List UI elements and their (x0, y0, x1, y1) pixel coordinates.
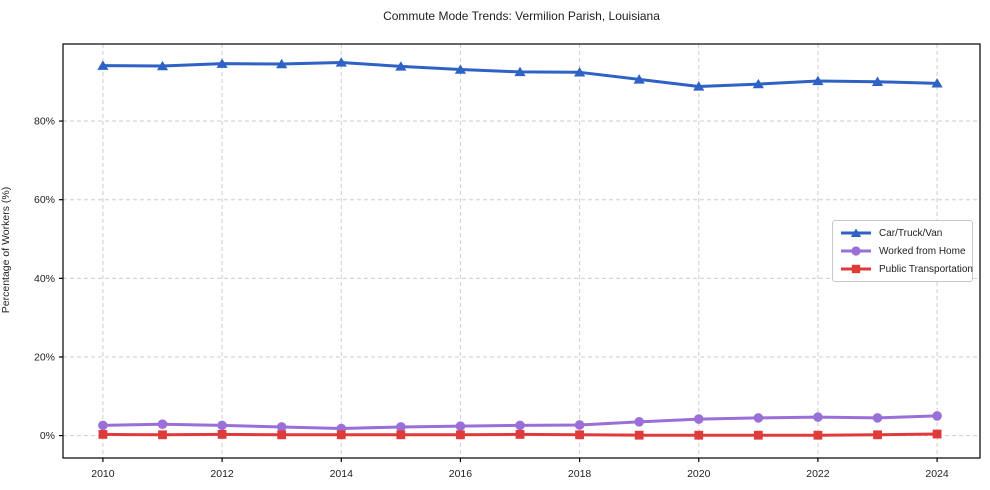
series-line-car-truck-van-marker (454, 64, 467, 74)
series-line-worked-from-home-marker (157, 419, 168, 429)
legend-swatch-car-truck-van (841, 228, 871, 237)
y-tick-label: 40% (34, 273, 55, 285)
series-line-car-truck-van-marker (812, 75, 824, 86)
series-line-public-transportation-marker (932, 429, 942, 439)
series-line-public-transportation-marker (575, 430, 584, 440)
series-line-car-truck-van-marker (276, 58, 288, 69)
series-line-worked-from-home-marker (455, 421, 466, 431)
series-line-worked-from-home-marker (693, 414, 704, 424)
chart-title: Commute Mode Trends: Vermilion Parish, L… (383, 9, 660, 23)
series-line-worked-from-home-marker (515, 420, 525, 431)
series-line-worked-from-home-marker (574, 420, 585, 430)
series-line-public-transportation-marker (98, 430, 108, 439)
x-tick-label: 2018 (568, 468, 592, 480)
series-line-public-transportation-marker (217, 430, 227, 439)
series-line-car-truck-van-marker (871, 76, 884, 86)
x-tick-label: 2020 (687, 468, 711, 480)
series-line-public-transportation-marker (515, 430, 525, 439)
series-line-worked-from-home-marker (396, 422, 406, 432)
x-tick-label: 2010 (91, 468, 115, 480)
series-line-worked-from-home-marker (276, 422, 287, 432)
x-tick-label: 2012 (210, 468, 234, 480)
x-tick-label: 2014 (330, 468, 354, 480)
series-line-car-truck-van-marker (633, 74, 645, 84)
series-line-car-truck-van-marker (335, 57, 347, 67)
x-tick-label: 2024 (925, 468, 949, 480)
plot-border (62, 43, 981, 459)
series-line-public-transportation-marker (813, 430, 823, 440)
y-tick-label: 60% (34, 194, 55, 206)
series-line-car-truck-van-marker (931, 78, 943, 88)
series-line-public-transportation-marker (753, 430, 763, 440)
series-line-worked-from-home-marker (753, 413, 764, 423)
legend-swatch-public-transportation (841, 264, 871, 274)
series-line-public-transportation-marker (396, 430, 406, 440)
series-line-car-truck-van-marker (216, 58, 228, 68)
y-tick-label: 20% (34, 351, 55, 363)
series-line-worked-from-home-marker (932, 411, 942, 421)
legend: Car/Truck/Van Worked from Home Public Tr… (832, 220, 973, 282)
series-line-car-truck-van-marker (156, 60, 169, 71)
series-line-public-transportation-marker (158, 430, 167, 440)
series-line-worked-from-home-marker (634, 417, 644, 427)
series-line-public-transportation-marker (873, 430, 882, 440)
series-line-public-transportation-marker (694, 430, 704, 440)
series-line-worked-from-home-marker (98, 420, 108, 431)
legend-label-car-truck-van: Car/Truck/Van (879, 227, 943, 239)
series-line-public-transportation-marker (277, 430, 287, 440)
legend-item-public-transportation: Public Transportation (839, 260, 973, 278)
series-line-car-truck-van-marker (514, 66, 526, 77)
series-line-worked-from-home-marker (872, 413, 883, 423)
series-line-car-truck-van-marker (395, 61, 407, 71)
series-line-public-transportation-marker (336, 430, 346, 440)
series-line-car-truck-van-marker (693, 81, 705, 91)
legend-label-worked-from-home: Worked from Home (879, 245, 966, 257)
triangle-marker-icon (850, 228, 862, 237)
series-line-car-truck-van-marker (97, 60, 109, 70)
series-line-worked-from-home-marker (813, 412, 823, 422)
y-tick-label: 0% (40, 430, 55, 442)
series-line-car-truck-van-marker (752, 78, 764, 89)
series-line-public-transportation-marker (456, 430, 465, 440)
x-tick-label: 2016 (449, 468, 473, 480)
x-tick-label: 2022 (806, 468, 830, 480)
square-marker-icon (851, 264, 861, 274)
legend-swatch-worked-from-home (841, 246, 871, 256)
y-tick-label: 80% (34, 116, 55, 128)
series-line-car-truck-van-marker (573, 67, 586, 77)
legend-item-worked-from-home: Worked from Home (839, 242, 966, 260)
legend-item-car-truck-van: Car/Truck/Van (839, 224, 966, 242)
series-line-worked-from-home-marker (217, 420, 227, 431)
series-line-public-transportation-marker (634, 430, 644, 440)
legend-label-public-transportation: Public Transportation (879, 263, 973, 275)
circle-marker-icon (851, 246, 861, 256)
